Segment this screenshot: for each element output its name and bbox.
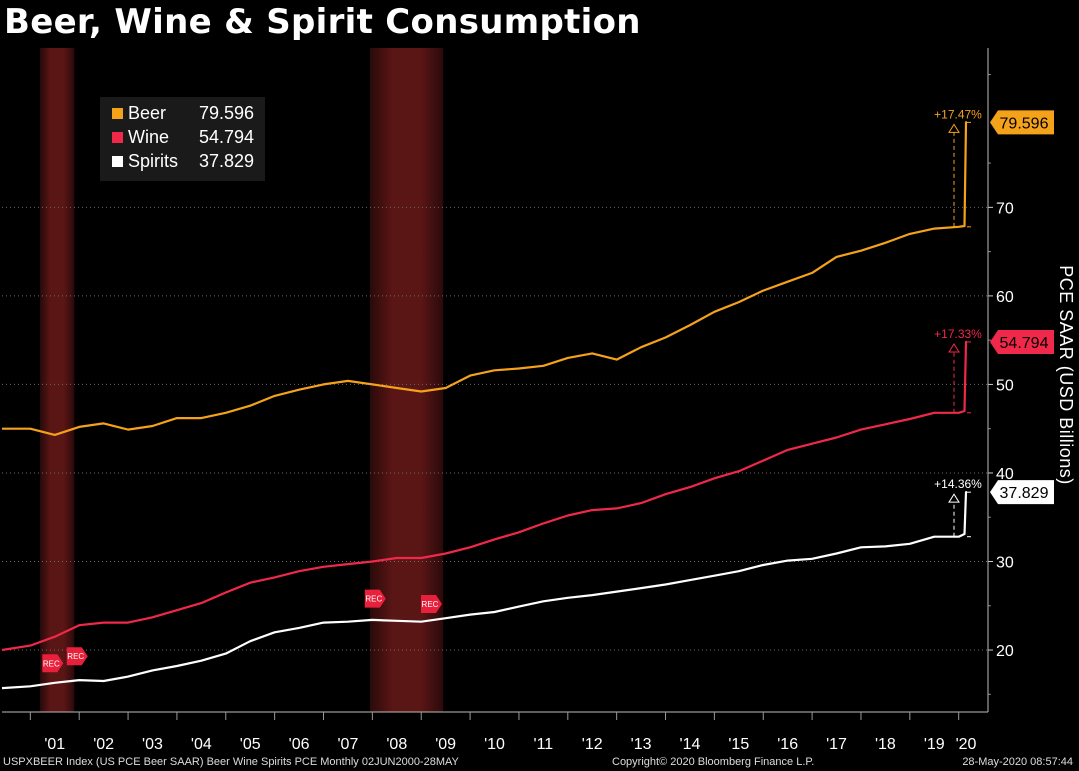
rec-marker-label-2: REC: [365, 595, 382, 604]
legend-value-beer: 79.596: [199, 103, 254, 123]
last-value-label-beer: 79.596: [1000, 115, 1049, 132]
chart-title: Beer, Wine & Spirit Consumption: [4, 2, 641, 42]
last-value-tag-wine: [990, 329, 1054, 354]
x-tick-label-'13: '13: [631, 736, 652, 753]
y-tick-label-40: 40: [996, 466, 1014, 483]
rec-marker-3: [420, 594, 442, 613]
change-label-beer: +17.47%: [934, 107, 982, 121]
rec-marker-label-3: REC: [422, 600, 439, 609]
y-tick-label-30: 30: [996, 554, 1014, 571]
change-arrow-wine: [948, 343, 960, 353]
rec-marker-label-1: REC: [67, 652, 84, 661]
legend-box: [100, 97, 265, 181]
legend-name-beer: Beer: [128, 103, 166, 123]
last-value-label-wine: 54.794: [1000, 335, 1049, 352]
legend-swatch-wine: [112, 132, 123, 143]
x-tick-label-'04: '04: [191, 736, 212, 753]
legend-swatch-spirits: [112, 156, 123, 167]
change-label-wine: +17.33%: [934, 327, 982, 341]
rec-marker-2: [364, 589, 386, 608]
x-tick-label-'18: '18: [875, 736, 896, 753]
x-tick-label-'02: '02: [93, 736, 114, 753]
series-line-wine: [1, 340, 968, 652]
x-tick-label-'11: '11: [534, 736, 554, 753]
legend-name-wine: Wine: [128, 127, 169, 147]
x-tick-label-'15: '15: [728, 736, 749, 753]
y-tick-label-50: 50: [996, 377, 1014, 394]
last-value-tag-beer: [990, 110, 1054, 135]
change-arrow-spirits: [948, 493, 960, 503]
x-tick-label-'20: '20: [956, 736, 977, 753]
x-tick-label-'08: '08: [386, 736, 407, 753]
x-tick-label-'09: '09: [435, 736, 456, 753]
change-arrow-beer: [948, 123, 960, 133]
x-tick-label-'03: '03: [142, 736, 163, 753]
series-line-beer: [2, 121, 968, 436]
y-axis-label: PCE SAAR (USD Billions): [1056, 265, 1076, 485]
x-tick-label-'10: '10: [484, 736, 505, 753]
rec-marker-label-0: REC: [43, 659, 60, 668]
footer-timestamp: 28-May-2020 08:57:44: [962, 756, 1073, 768]
x-tick-label-'05: '05: [240, 736, 261, 753]
y-tick-label-60: 60: [996, 289, 1014, 306]
legend-name-spirits: Spirits: [128, 151, 178, 171]
recession-band-0: [40, 48, 75, 712]
legend-swatch-beer: [112, 108, 123, 119]
x-tick-label-'07: '07: [338, 736, 359, 753]
last-value-label-spirits: 37.829: [1000, 485, 1049, 502]
y-tick-label-20: 20: [996, 643, 1014, 660]
y-tick-label-70: 70: [996, 200, 1014, 217]
x-tick-label-'06: '06: [289, 736, 310, 753]
footer-index-description: USPXBEER Index (US PCE Beer SAAR) Beer W…: [3, 756, 459, 768]
x-tick-label-'17: '17: [826, 736, 847, 753]
x-tick-label-'12: '12: [582, 736, 603, 753]
x-tick-label-'01: '01: [44, 736, 65, 753]
x-tick-label-'19: '19: [924, 736, 945, 753]
series-line-spirits: [1, 491, 968, 690]
change-label-spirits: +14.36%: [934, 477, 982, 491]
footer-copyright: Copyright© 2020 Bloomberg Finance L.P.: [612, 756, 815, 768]
x-tick-label-'16: '16: [777, 736, 798, 753]
legend-value-spirits: 37.829: [199, 151, 254, 171]
rec-marker-1: [66, 647, 88, 666]
rec-marker-0: [42, 654, 64, 673]
legend-value-wine: 54.794: [199, 127, 254, 147]
x-tick-label-'14: '14: [680, 736, 701, 753]
last-value-tag-spirits: [990, 480, 1054, 505]
